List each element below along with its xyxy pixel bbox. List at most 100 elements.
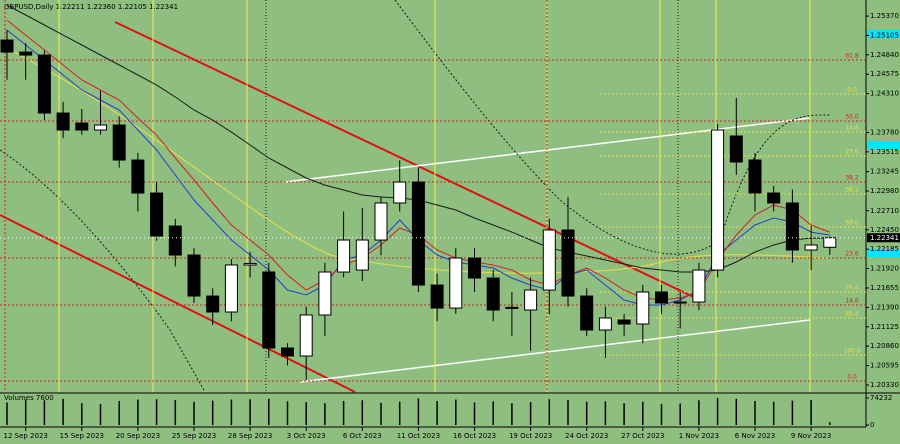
candle-body	[655, 291, 668, 304]
x-tick-label: 19 Oct 2023	[509, 432, 552, 440]
y-tick-label: 1.21390	[870, 303, 899, 311]
candle-body	[430, 284, 444, 309]
level-label: 85.4	[845, 310, 859, 317]
candle-body	[131, 159, 145, 194]
y-tick-label: 1.20330	[870, 381, 899, 389]
level-label: 0.0	[847, 374, 857, 381]
level-label: 38.2	[845, 186, 859, 193]
y-tick-label: 1.20595	[870, 362, 899, 370]
x-tick-label: 24 Oct 2023	[565, 432, 608, 440]
band-line	[0, 149, 206, 393]
candle-body	[56, 112, 70, 131]
candle-body	[262, 271, 276, 349]
candle-body	[580, 295, 594, 331]
candle-body	[94, 124, 107, 131]
level-label: 38.2	[845, 174, 859, 181]
y-tick-label: 1.21920	[870, 265, 899, 273]
x-tick-label: 25 Sep 2023	[172, 432, 216, 440]
candle-body	[711, 129, 725, 271]
x-tick-label: 3 Oct 2023	[287, 432, 326, 440]
x-tick-label: 27 Oct 2023	[621, 432, 664, 440]
x-tick-label: 1 Nov 2023	[679, 432, 719, 440]
y-tick-label: 1.23515	[870, 148, 899, 156]
volume-label: Volumes 7600	[4, 394, 54, 402]
level-label: 50.0	[845, 220, 859, 227]
y-tick-label: 1.23245	[870, 168, 899, 176]
y-tick-label: 1.22980	[870, 187, 899, 195]
x-tick-label: 9 Nov 2023	[791, 432, 831, 440]
channel-line	[299, 319, 811, 383]
y-tick-label: 1.22710	[870, 207, 899, 215]
y-tick-label: 1.25105	[870, 31, 899, 39]
y-tick-label: 1.22450	[870, 226, 899, 234]
candle-body	[748, 159, 762, 194]
alert-box	[867, 141, 900, 149]
candle-body	[729, 135, 743, 163]
candle-body	[224, 264, 238, 313]
candle-body	[206, 295, 220, 313]
x-tick-label: 6 Oct 2023	[343, 432, 382, 440]
candle-body	[767, 192, 781, 204]
band-line	[394, 0, 831, 255]
y-tick-label: 1.23780	[870, 128, 899, 136]
x-tick-label: 11 Oct 2023	[397, 432, 440, 440]
candle-body	[486, 277, 500, 311]
level-label: 61.8	[845, 53, 859, 60]
level-label: 23.6	[845, 148, 859, 155]
candle-body	[318, 271, 332, 316]
candle-body	[374, 202, 388, 241]
x-tick-label: 16 Oct 2023	[453, 432, 496, 440]
candle-body	[542, 229, 556, 291]
y-tick-label: 1.21125	[870, 323, 899, 331]
candle-body	[468, 257, 481, 279]
alert-box	[867, 30, 900, 38]
candle-body	[75, 122, 89, 131]
candle-body	[823, 237, 837, 248]
level-label: 50.0	[845, 114, 859, 121]
candle-body	[355, 239, 369, 271]
current-price-label: 1.22341	[870, 234, 899, 242]
y-tick-label: 1.20860	[870, 342, 899, 350]
y-tick-label: 1.24575	[870, 70, 899, 78]
y-tick-label: 1.22185	[870, 245, 899, 253]
level-label: 0.0	[847, 86, 857, 93]
candle-body	[19, 51, 33, 56]
level-label: 14.6	[845, 298, 859, 305]
x-tick-label: 6 Nov 2023	[735, 432, 775, 440]
candle-body	[281, 347, 294, 357]
volume-tick-label: 74232	[870, 394, 892, 402]
candle-body	[636, 291, 650, 325]
volume-tick-label: 0	[870, 421, 874, 429]
candle-body	[617, 319, 631, 325]
chart-title: GBPUSD,Daily 1.22211 1.22360 1.22105 1.2…	[4, 3, 178, 11]
candle-body	[337, 239, 351, 273]
candle-body	[449, 257, 463, 309]
candle-body	[0, 39, 14, 53]
candle-body	[393, 181, 407, 204]
candle-body	[673, 301, 687, 304]
level-label: 76.4	[845, 285, 859, 292]
candle-body	[785, 202, 799, 251]
candle-body	[37, 54, 51, 114]
candle-body	[692, 269, 706, 303]
x-tick-label: 28 Sep 2023	[228, 432, 272, 440]
level-label: 14.6	[845, 124, 859, 131]
candle-body	[168, 225, 182, 256]
candle-body	[187, 254, 201, 297]
trend-line	[114, 21, 701, 301]
candle-body	[598, 317, 612, 331]
candle-body	[804, 244, 818, 251]
y-tick-label: 1.21655	[870, 284, 899, 292]
x-tick-label: 15 Sep 2023	[60, 432, 104, 440]
level-label: 23.6	[845, 251, 859, 258]
y-tick-label: 1.25370	[870, 12, 899, 20]
candle-body	[112, 124, 126, 161]
candle-body	[411, 181, 425, 286]
y-tick-label: 1.24310	[870, 90, 899, 98]
candle-body	[561, 229, 575, 297]
current-price-box	[867, 233, 900, 243]
alert-box	[867, 249, 900, 257]
x-tick-label: 20 Sep 2023	[116, 432, 160, 440]
